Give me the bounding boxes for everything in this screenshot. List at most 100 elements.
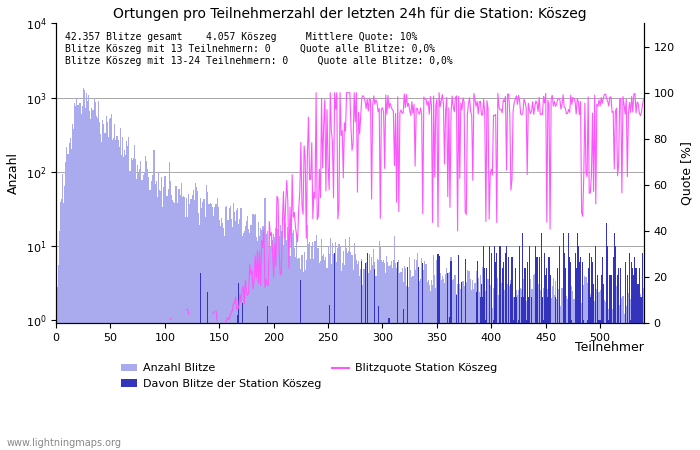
Bar (260, 228, 261, 450)
Bar (204, 217, 206, 450)
Bar (565, 268, 566, 450)
Bar (306, 261, 307, 450)
Bar (290, 224, 292, 450)
Bar (62, 175, 63, 450)
Bar (187, 217, 188, 450)
Bar (445, 274, 446, 450)
Bar (534, 274, 536, 450)
Bar (236, 210, 237, 450)
Bar (206, 292, 208, 450)
Bar (308, 244, 309, 450)
Bar (181, 183, 182, 450)
Bar (165, 176, 167, 450)
Bar (354, 243, 355, 450)
Bar (174, 202, 175, 450)
Bar (522, 233, 524, 450)
Bar (66, 147, 67, 450)
Bar (550, 275, 551, 450)
Bar (579, 262, 580, 450)
Bar (433, 256, 434, 450)
Bar (486, 268, 487, 450)
Bar (60, 202, 61, 450)
Bar (74, 103, 75, 450)
Y-axis label: Anzahl: Anzahl (7, 153, 20, 194)
Bar (256, 237, 257, 450)
Bar (422, 269, 423, 450)
Bar (263, 231, 265, 450)
Bar (592, 298, 593, 450)
Bar (631, 262, 632, 450)
Bar (591, 257, 592, 450)
Bar (88, 95, 89, 450)
Bar (84, 90, 85, 450)
Bar (540, 290, 541, 450)
Bar (285, 224, 286, 450)
Bar (233, 203, 234, 450)
Bar (159, 190, 160, 450)
Bar (551, 298, 552, 450)
Bar (620, 315, 622, 450)
Bar (463, 286, 465, 450)
Title: Ortungen pro Teilnehmerzahl der letzten 24h für die Station: Köszeg: Ortungen pro Teilnehmerzahl der letzten … (113, 7, 587, 21)
Bar (94, 99, 95, 450)
Bar (102, 120, 104, 450)
Bar (456, 294, 457, 450)
Bar (136, 179, 137, 450)
Bar (186, 198, 187, 450)
Bar (307, 225, 308, 450)
Bar (634, 311, 636, 450)
Bar (365, 262, 367, 450)
Bar (524, 271, 526, 450)
Bar (526, 287, 528, 450)
Bar (438, 256, 440, 450)
Bar (138, 173, 139, 450)
Bar (543, 320, 544, 450)
Bar (222, 223, 223, 450)
Bar (569, 257, 570, 450)
Bar (198, 213, 199, 450)
Bar (97, 118, 98, 450)
Bar (176, 186, 177, 450)
Bar (356, 260, 357, 450)
Bar (517, 296, 518, 450)
Bar (275, 229, 276, 450)
Bar (270, 247, 271, 450)
Bar (607, 307, 608, 450)
Bar (332, 243, 333, 450)
Bar (552, 286, 553, 450)
Bar (110, 118, 111, 450)
Bar (83, 88, 84, 450)
Bar (298, 258, 299, 450)
Bar (531, 297, 532, 450)
Bar (432, 285, 433, 450)
Bar (484, 268, 485, 450)
Bar (495, 262, 496, 450)
Bar (477, 278, 479, 450)
Bar (326, 268, 328, 450)
Bar (178, 189, 179, 450)
Bar (541, 233, 542, 450)
Bar (624, 304, 626, 450)
Bar (587, 296, 589, 450)
Bar (273, 234, 274, 450)
Bar (171, 195, 172, 450)
Bar (221, 218, 222, 450)
Bar (533, 275, 534, 450)
Bar (582, 262, 583, 450)
Bar (617, 320, 618, 450)
Bar (334, 255, 335, 450)
Bar (538, 257, 540, 450)
Bar (442, 276, 443, 450)
Bar (502, 285, 503, 450)
Bar (265, 234, 267, 450)
Bar (484, 307, 485, 450)
Text: www.lightningmaps.org: www.lightningmaps.org (7, 438, 122, 448)
Bar (578, 311, 579, 450)
Bar (149, 190, 150, 450)
Bar (616, 285, 617, 450)
Bar (565, 298, 566, 450)
Bar (579, 306, 580, 450)
Bar (370, 270, 371, 450)
Bar (602, 304, 603, 450)
Bar (164, 176, 165, 450)
